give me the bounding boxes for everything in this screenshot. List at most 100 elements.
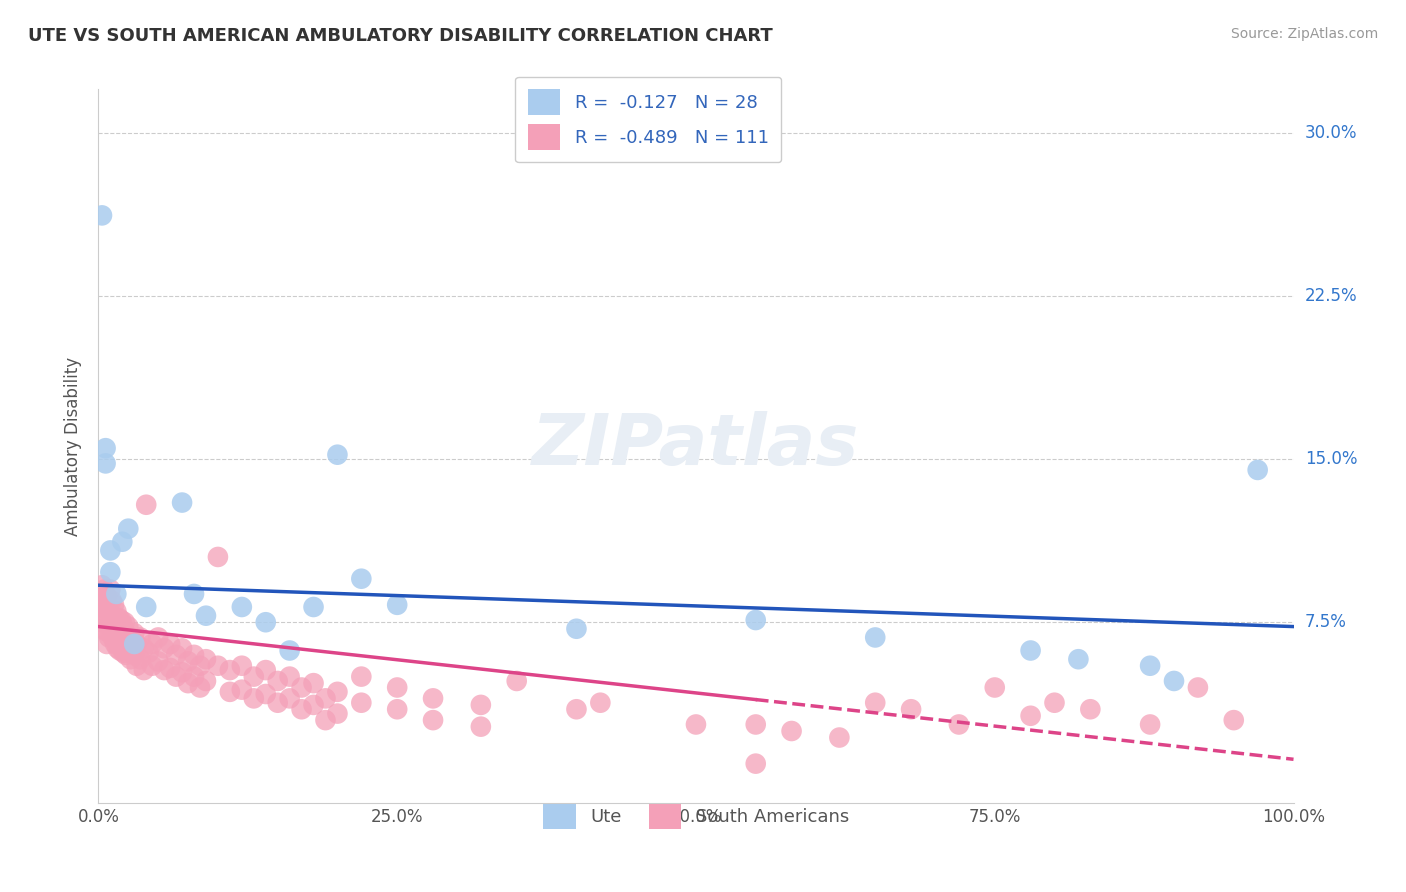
Point [101,608,124,623]
Point [105,604,128,618]
Point [278,691,301,706]
Text: 30.0%: 30.0% [1305,124,1357,142]
Point [589,696,612,710]
Point [94,441,117,455]
Point [900,702,922,716]
Point [195,652,218,666]
Point [138,646,160,660]
Point [231,658,253,673]
Point [1247,463,1270,477]
Point [385,681,409,695]
Point [115,626,138,640]
Point [93,607,115,621]
Legend: Ute, South Americans: Ute, South Americans [536,797,856,837]
Point [254,687,277,701]
Point [780,724,803,739]
Point [98,565,122,579]
Point [112,624,135,638]
Point [100,622,122,636]
Text: ZIPatlas: ZIPatlas [533,411,859,481]
Point [104,637,127,651]
Point [159,661,181,675]
Point [159,637,181,651]
Point [207,549,229,564]
Point [1223,713,1246,727]
Point [565,702,588,716]
Point [302,698,325,712]
Point [98,619,121,633]
Point [470,720,492,734]
Point [96,589,118,603]
Point [135,498,157,512]
Point [94,598,117,612]
Point [183,587,205,601]
Point [98,631,121,645]
Point [148,631,170,645]
Point [107,631,129,645]
Point [103,598,125,612]
Point [195,673,218,688]
Point [124,637,146,651]
Point [104,613,127,627]
Point [107,641,129,656]
Point [153,663,176,677]
Point [125,658,148,673]
Point [124,648,146,662]
Point [422,713,444,727]
Point [243,691,266,706]
Point [148,654,170,668]
Point [115,648,138,662]
Text: UTE VS SOUTH AMERICAN AMBULATORY DISABILITY CORRELATION CHART: UTE VS SOUTH AMERICAN AMBULATORY DISABIL… [28,27,773,45]
Point [100,593,122,607]
Point [91,578,114,592]
Point [315,713,337,727]
Point [291,702,314,716]
Text: 15.0%: 15.0% [1305,450,1357,468]
Point [91,593,114,607]
Point [865,696,887,710]
Point [165,670,187,684]
Point [96,637,118,651]
Point [948,717,970,731]
Point [132,641,155,656]
Point [111,534,134,549]
Point [91,622,114,636]
Point [207,658,229,673]
Point [254,615,277,630]
Point [219,663,242,677]
Point [94,457,117,471]
Text: 7.5%: 7.5% [1305,613,1347,632]
Point [177,654,200,668]
Point [125,637,148,651]
Point [685,717,707,731]
Point [165,648,187,662]
Point [108,622,131,636]
Text: 22.5%: 22.5% [1305,287,1357,305]
Point [219,685,242,699]
Point [94,624,117,638]
Point [117,619,139,633]
Point [105,628,128,642]
Point [326,685,349,699]
Point [111,641,134,656]
Point [90,587,112,601]
Point [326,448,349,462]
Point [326,706,349,721]
Point [350,696,373,710]
Point [745,717,768,731]
Point [105,587,128,601]
Point [107,611,129,625]
Point [110,613,132,627]
Point [141,637,163,651]
Point [1067,652,1090,666]
Point [132,663,155,677]
Point [385,702,409,716]
Point [97,611,120,625]
Point [98,543,122,558]
Point [385,598,409,612]
Point [1163,673,1185,688]
Point [172,641,194,656]
Point [231,599,253,614]
Point [350,572,373,586]
Point [984,681,1007,695]
